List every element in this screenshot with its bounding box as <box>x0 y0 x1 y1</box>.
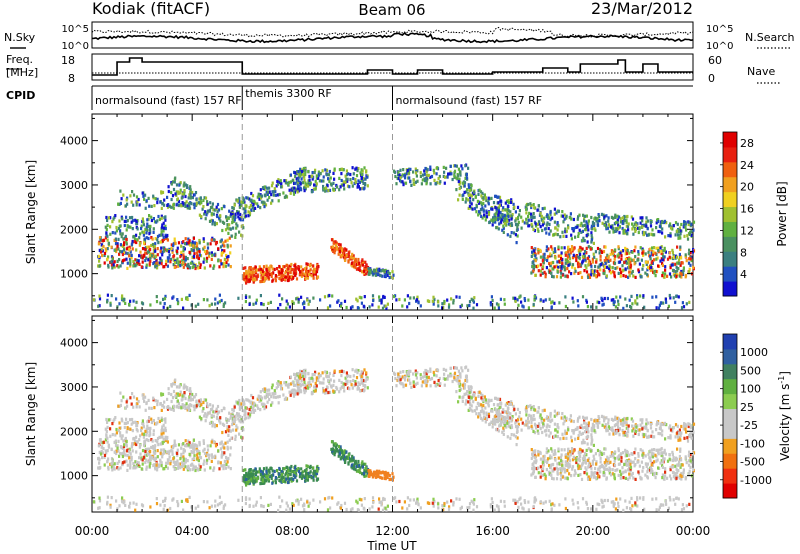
y-tick-label: 4000 <box>60 337 88 350</box>
colorbar-swatch <box>723 378 737 395</box>
x-tick-label: 12:00 <box>375 524 410 538</box>
colorbar-label: Velocity [m s-1] <box>777 371 792 461</box>
x-tick-label: 00:00 <box>75 524 110 538</box>
colorbar-swatch <box>723 453 737 469</box>
colorbar-tick-label: 500 <box>740 364 761 377</box>
freq-panel: Freq. [MHz] 18 8 60 0 Nave <box>6 53 780 85</box>
colorbar-swatch <box>723 236 737 252</box>
colorbar-tick-label: 8 <box>740 246 747 259</box>
colorbar-swatch <box>723 176 737 193</box>
colorbar-swatch <box>723 251 737 267</box>
noise-search-trace <box>91 26 694 38</box>
station-title: Kodiak (fitACF) <box>92 0 210 18</box>
y-tick-label: 1000 <box>60 268 88 281</box>
freq-left-tick-top: 18 <box>61 54 75 67</box>
colorbar-tick-label: -1000 <box>740 474 772 487</box>
colorbar-tick-label: 4 <box>740 268 747 281</box>
noise-sky-trace <box>91 32 694 44</box>
colorbar-swatch <box>723 266 737 282</box>
colorbar-swatch <box>723 221 737 237</box>
y-axis-label: Slant Range [km] <box>24 160 38 264</box>
colorbar-tick-label: 25 <box>740 401 754 414</box>
freq-right-tick-top: 60 <box>708 54 722 67</box>
panel-frame <box>91 315 694 513</box>
colorbar-swatch <box>723 483 737 499</box>
cpid-segment-label: normalsound (fast) 157 RF <box>396 94 543 107</box>
colorbar-label: Power [dB] <box>775 181 789 246</box>
noise-right-tick-top: 10^5 <box>706 24 733 35</box>
noise-right-tick-bottom: 10^0 <box>706 41 733 52</box>
freq-left-tick-bottom: 8 <box>68 72 75 85</box>
colorbar-swatch <box>723 408 737 424</box>
x-tick-label: 08:00 <box>275 524 310 538</box>
noise-left-label: N.Sky <box>4 31 36 44</box>
x-tick-label: 20:00 <box>576 524 611 538</box>
y-tick-label: 2000 <box>60 425 88 438</box>
colorbar-swatch <box>723 191 737 208</box>
x-tick-label: 16:00 <box>475 524 510 538</box>
colorbar-swatch <box>723 438 737 454</box>
cpid-segment-label: themis 3300 RF <box>245 87 332 100</box>
x-tick-label: 00:00 <box>676 524 711 538</box>
x-tick-label: 04:00 <box>175 524 210 538</box>
noise-right-label: N.Search <box>745 31 795 44</box>
freq-trace <box>92 57 693 76</box>
noise-panel: N.Sky 10^5 10^0 10^5 10^0 N.Search <box>4 21 795 52</box>
colorbar-swatch <box>723 281 737 297</box>
colorbar-swatch <box>723 146 737 163</box>
colorbar-tick-label: -500 <box>740 456 765 469</box>
colorbar-swatch <box>723 334 737 350</box>
time-axis: 00:00 04:00 08:00 12:00 16:00 20:00 00:00 <box>75 524 711 538</box>
date-title: 23/Mar/2012 <box>591 0 693 18</box>
y-tick-label: 3000 <box>60 381 88 394</box>
colorbar-swatch <box>723 468 737 484</box>
colorbar-tick-label: -25 <box>740 419 758 432</box>
noise-left-tick-bottom: 10^0 <box>62 41 89 52</box>
y-tick-label: 4000 <box>60 135 88 148</box>
panel-frame <box>91 113 694 311</box>
colorbar-tick-label: 12 <box>740 224 754 237</box>
colorbar-tick-label: 1000 <box>740 346 768 359</box>
data-pixels <box>92 163 696 311</box>
nave-label: Nave <box>747 65 775 78</box>
cpid-label: CPID <box>6 89 35 102</box>
colorbar-tick-label: 100 <box>740 383 761 396</box>
colorbar-tick-label: 16 <box>740 203 754 216</box>
freq-right-tick-bottom: 0 <box>708 72 715 85</box>
y-tick-label: 2000 <box>60 223 88 236</box>
colorbar-tick-label: 28 <box>740 137 754 150</box>
y-axis-label: Slant Range [km] <box>24 362 38 466</box>
colorbar-swatch <box>723 348 737 365</box>
velocity-colorbar: 1000 500 100 25 -25 -100 -500 -1000 Velocity [m … <box>720 333 792 499</box>
freq-label-2: [MHz] <box>6 66 38 79</box>
colorbar-swatch <box>723 363 737 380</box>
x-axis-label: Time UT <box>366 539 417 553</box>
y-tick-label: 3000 <box>60 179 88 192</box>
beam-title: Beam 06 <box>358 1 425 19</box>
power-panel: 1000 2000 3000 4000 Slant Range [km] <box>24 113 696 311</box>
cpid-segment-label: normalsound (fast) 157 RF <box>95 94 242 107</box>
power-colorbar: 4 8 12 16 20 24 28 Power [dB] <box>720 131 789 297</box>
freq-label-1: Freq. <box>6 53 33 66</box>
colorbar-swatch <box>723 206 737 222</box>
noise-left-tick-top: 10^5 <box>62 24 89 35</box>
colorbar-tick-label: 20 <box>740 181 754 194</box>
colorbar-swatch <box>723 423 737 439</box>
velocity-panel: 1000 2000 3000 4000 Slant Range [km] <box>24 315 696 513</box>
colorbar-swatch <box>723 161 737 178</box>
colorbar-tick-label: 24 <box>740 159 754 172</box>
colorbar-swatch <box>723 393 737 410</box>
data-pixels <box>92 365 696 513</box>
y-tick-label: 1000 <box>60 470 88 483</box>
colorbar-swatch <box>723 132 737 148</box>
colorbar-tick-label: -100 <box>740 437 765 450</box>
